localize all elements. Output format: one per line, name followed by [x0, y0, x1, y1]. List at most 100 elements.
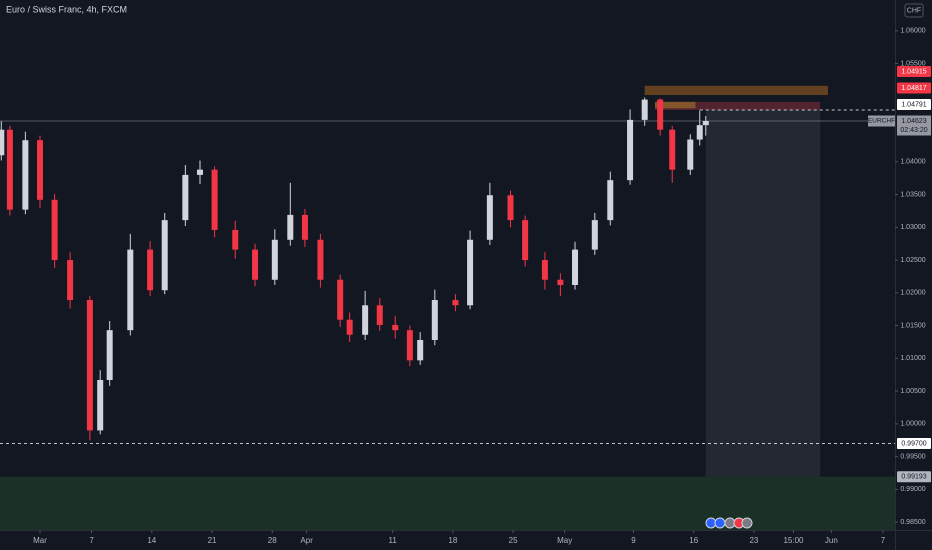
candle-body: [669, 129, 676, 170]
candle-body: [696, 125, 703, 140]
price-tag: [897, 82, 931, 94]
y-tick-label: 1.01500: [900, 322, 925, 329]
candle-body: [0, 129, 5, 156]
candle-body: [417, 340, 424, 361]
candle-body: [607, 180, 614, 221]
level-lines: [0, 109, 895, 444]
candle-body: [486, 195, 493, 240]
currency: CHF: [907, 7, 921, 14]
price-tag: [897, 66, 931, 78]
last-price-tag: [897, 115, 931, 136]
zone: [655, 101, 696, 109]
candle-body: [252, 249, 259, 280]
countdown-label: 02:43:20: [900, 127, 927, 134]
zone: [705, 109, 821, 477]
price-tag-label: 0.99193: [901, 474, 926, 481]
candle-body: [211, 169, 218, 230]
x-tick-label: 14: [147, 536, 156, 545]
candle-body: [106, 330, 113, 380]
price-tag: [897, 471, 931, 483]
symbol-label: EURCHF: [868, 118, 895, 125]
candle-body: [271, 239, 278, 280]
candle-body: [507, 195, 514, 221]
candle-body: [452, 300, 459, 306]
candle-body: [147, 249, 154, 291]
y-tick-label: 0.99500: [900, 453, 925, 460]
currency-box: [904, 3, 924, 18]
x-tick-label: 15:00: [783, 536, 804, 545]
candle-body: [591, 220, 598, 250]
y-tick-label: 1.05500: [900, 60, 925, 67]
candle-body: [431, 300, 438, 341]
price-tag-label: 0.99700: [901, 440, 926, 447]
y-tick-label: 0.98500: [900, 519, 925, 526]
candle-body: [22, 140, 29, 210]
x-tick-label: 9: [631, 536, 636, 545]
candle-body: [657, 99, 664, 130]
x-tick-label: 11: [389, 536, 398, 545]
candle-body: [557, 279, 564, 285]
y-tick-label: 0.99000: [900, 486, 925, 493]
x-tick-label: 16: [689, 536, 698, 545]
candles: [0, 97, 709, 441]
y-tick-label: 1.03000: [900, 224, 925, 231]
price-tag: [897, 99, 931, 111]
symbol-tag: [868, 115, 895, 127]
axes: 1.06000 1.05500 1.04000 1.03500 1.03000 1.025…: [33, 28, 926, 545]
y-tick-label: 1.00000: [900, 421, 925, 428]
y-tick-label: 1.03500: [900, 191, 925, 198]
zone: [644, 85, 828, 95]
price-tag-label: 1.04817: [901, 85, 926, 92]
price-tag-label: 1.04915: [901, 68, 926, 75]
candle-body: [232, 229, 239, 250]
candle-body: [702, 121, 709, 126]
candle-body: [196, 169, 203, 175]
price-tag-label: 1.04791: [901, 101, 926, 108]
candle-body: [392, 324, 399, 331]
y-tick-label: 1.01000: [900, 355, 925, 362]
y-tick-label: 1.04000: [900, 159, 925, 166]
event-icons: [705, 517, 753, 529]
zone: [655, 101, 821, 110]
x-tick-label: May: [557, 536, 572, 545]
y-tick-label: 1.06000: [900, 28, 925, 35]
candle-body: [127, 249, 134, 331]
x-tick-label: 28: [268, 536, 277, 545]
y-tick-label: 1.00500: [900, 388, 925, 395]
candle-body: [541, 260, 548, 280]
candle-body: [86, 300, 93, 431]
candle-body: [161, 220, 168, 291]
event-icon[interactable]: [714, 517, 726, 529]
candle-body: [406, 330, 413, 361]
candle-body: [337, 279, 344, 320]
candle-body: [376, 305, 383, 325]
x-tick-label: 25: [509, 536, 518, 545]
candle-body: [627, 119, 634, 181]
last-price-label: 1.04623: [901, 118, 926, 125]
zone: [0, 476, 895, 530]
x-tick-label: Apr: [300, 536, 313, 545]
candle-body: [522, 220, 529, 261]
candle-body: [346, 319, 353, 335]
candle-body: [317, 239, 324, 280]
candle-body: [97, 379, 104, 431]
x-tick-label: 18: [448, 536, 457, 545]
y-tick-label: 1.02500: [900, 257, 925, 264]
x-tick-label: Mar: [33, 536, 47, 545]
x-tick-label: 7: [881, 536, 886, 545]
candle-body: [182, 174, 189, 221]
candle-body: [301, 214, 308, 240]
candle-body: [36, 140, 43, 200]
event-icon[interactable]: [741, 517, 753, 529]
candle-body: [467, 239, 474, 306]
candle-body: [362, 305, 369, 335]
price-tags: 1.04915 1.04817 1.04791 0.99700 0.99193 EURCH…: [868, 66, 931, 483]
candle-body: [687, 139, 694, 170]
y-tick-label: 1.02000: [900, 290, 925, 297]
x-tick-label: 21: [208, 536, 217, 545]
x-tick-label: 7: [89, 536, 94, 545]
candle-body: [572, 249, 579, 285]
candle-body: [287, 214, 294, 240]
chart-title: Euro / Swiss Franc, 4h, FXCM: [6, 4, 127, 14]
candle-body: [67, 260, 74, 301]
